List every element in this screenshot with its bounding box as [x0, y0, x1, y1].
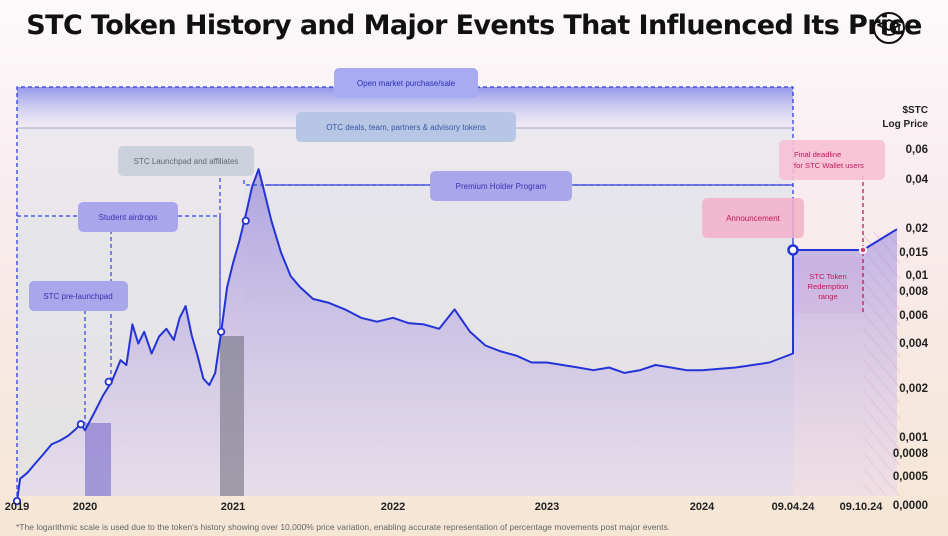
y-tick-label: 0,02 [906, 223, 928, 235]
y-tick-label: 0,008 [899, 286, 928, 298]
launchpad-label-box [118, 146, 254, 176]
x-tick-label: 2021 [221, 501, 245, 513]
x-tick-label: 2020 [73, 501, 97, 513]
premium-label: Premium Holder Program [456, 182, 547, 191]
prelaunch-label-box [29, 281, 128, 311]
x-axis-ticks: 2019 2020 2021 2022 2023 2024 09.04.24 09.10.24 [5, 501, 884, 513]
y-tick-label: 0,0000 [893, 500, 928, 512]
event-marker [76, 420, 85, 429]
y-tick-label: 0,002 [899, 383, 928, 395]
x-tick-label: 2019 [5, 501, 29, 513]
y-tick-label: 0,06 [906, 144, 928, 156]
event-marker [217, 327, 226, 336]
x-tick-label: 09.10.24 [840, 501, 884, 513]
event-marker [12, 496, 22, 506]
open-market-label: Open market purchase/sale [357, 79, 456, 88]
y-tick-label: 0,004 [899, 338, 928, 350]
deadline-label: Final deadline for STC Wallet users [794, 150, 864, 170]
x-tick-label: 2024 [690, 501, 715, 513]
y-tick-label: 0,01 [906, 270, 929, 282]
deadline-label-box [779, 140, 885, 180]
y-tick-label: 0,001 [899, 432, 928, 444]
x-tick-label: 2022 [381, 501, 405, 513]
y-tick-label: 0,04 [906, 174, 929, 186]
event-markers [12, 216, 868, 506]
price-line [16, 168, 898, 502]
y-tick-label: 0,0005 [893, 471, 929, 483]
deadline-label-text: Final deadline [794, 150, 841, 159]
otc-label: OTC deals, team, partners & advisory tok… [326, 123, 486, 132]
y-axis-ticks: 0,06 0,04 0,02 0,015 0,01 0,008 0,006 0,004 0,00… [893, 144, 929, 512]
event-marker [241, 216, 250, 225]
footnote: *The logarithmic scale is used due to th… [16, 522, 671, 532]
event-marker [858, 245, 868, 255]
otc-label-box [296, 112, 516, 142]
prelaunch-label: STC pre-launchpad [43, 292, 112, 301]
y-tick-label: 0,006 [899, 310, 928, 322]
announcement-label-box [702, 198, 804, 238]
event-marker [104, 377, 113, 386]
launchpad-label: STC Launchpad and affiliates [134, 157, 239, 166]
airdrop-label-box [78, 202, 178, 232]
event-marker [787, 244, 799, 256]
open-market-label-box [334, 68, 478, 98]
y-tick-label: 0,0008 [893, 448, 929, 460]
deadline-label-text-2: for STC Wallet users [794, 161, 864, 170]
launchpad-bar [220, 336, 244, 496]
x-tick-label: 2023 [535, 501, 559, 513]
airdrop-bracket [17, 215, 221, 382]
airdrop-label: Student airdrops [99, 213, 158, 222]
premium-label-box [430, 171, 572, 201]
graduation-cap-icon [873, 12, 905, 44]
announcement-label: Announcement [726, 214, 781, 223]
y-tick-label: 0,015 [899, 247, 928, 259]
student-airdrop-bar [85, 423, 111, 496]
y-axis-title: $STC Log Price [882, 105, 928, 130]
page-title: STC Token History and Major Events That … [26, 10, 922, 41]
redemption-label: STC Token Redemption range [808, 272, 849, 301]
x-tick-label: 09.04.24 [772, 501, 816, 513]
